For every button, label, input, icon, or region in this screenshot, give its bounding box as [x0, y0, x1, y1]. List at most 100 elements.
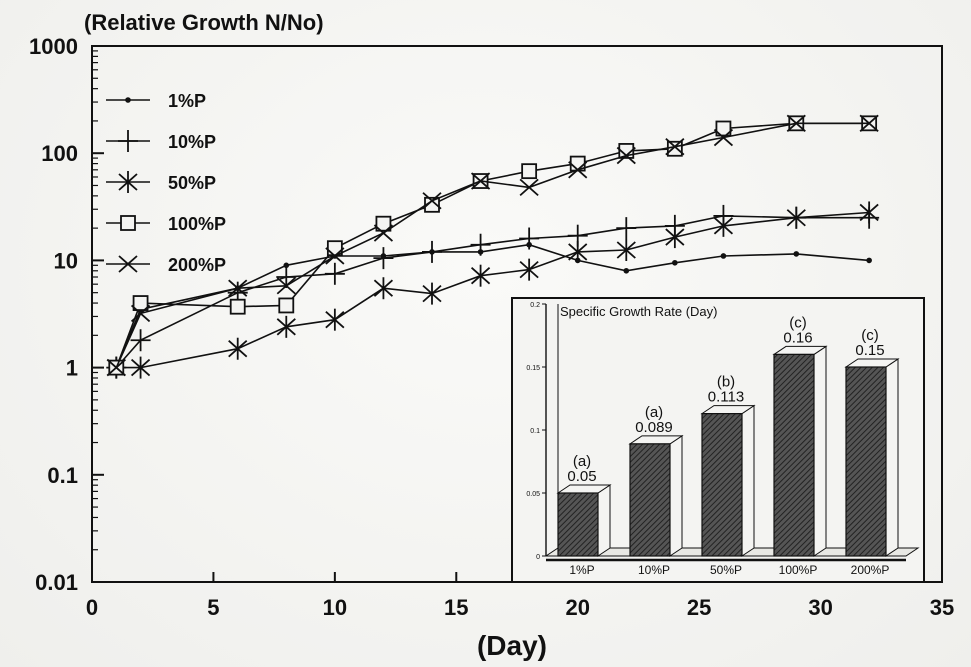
data-point — [283, 262, 290, 269]
data-point — [521, 163, 538, 180]
data-point — [786, 114, 806, 132]
inset-bar: 0.16(c) 100%P — [772, 314, 828, 577]
data-point — [665, 138, 685, 156]
data-point — [470, 264, 491, 287]
inset-y-tick-label: 0.05 — [526, 491, 540, 498]
marker-stroke — [859, 114, 879, 132]
legend-marker — [120, 215, 136, 231]
data-point — [859, 114, 879, 132]
data-point — [130, 304, 151, 323]
marker-stroke — [713, 128, 734, 147]
data-point — [375, 215, 392, 232]
data-point — [106, 358, 126, 377]
bar-group-label: (c) — [861, 327, 879, 344]
x-tick-label: 5 — [207, 595, 219, 620]
bar-group-label: (a) — [645, 404, 663, 421]
x-tick-label: 20 — [565, 595, 589, 620]
x-tick-label: 0 — [86, 595, 98, 620]
y-tick-label: 1 — [66, 356, 78, 381]
bar-side — [669, 434, 683, 557]
marker-stroke — [470, 172, 491, 190]
data-point — [720, 253, 727, 259]
data-point — [324, 262, 345, 285]
legend-marker — [125, 97, 131, 103]
inset-y-tick-label: 0 — [536, 554, 540, 561]
y-axis-title: (Relative Growth N/No) — [84, 10, 324, 35]
data-point — [470, 233, 491, 256]
data-point — [229, 298, 246, 315]
bar-front — [845, 366, 887, 557]
data-point — [276, 277, 296, 295]
data-point — [519, 258, 539, 281]
inset-bar-chart: Specific Growth Rate (Day)00.050.10.150.… — [511, 297, 925, 583]
data-point — [665, 226, 685, 249]
legend-label: 1%P — [168, 91, 206, 111]
data-point — [672, 259, 678, 266]
data-point — [228, 279, 248, 297]
data-point — [713, 214, 734, 237]
legend-label: 100%P — [168, 214, 226, 234]
data-point — [519, 178, 539, 197]
data-point — [519, 227, 540, 250]
legend: 1%P 10%P 50%P 100%P 200%P — [106, 91, 226, 275]
inset-bar: 0.05(a) 1%P — [556, 453, 612, 577]
bar-value-label: 0.16 — [783, 329, 812, 346]
y-tick-label: 10 — [54, 248, 78, 273]
bar-value-label: 0.05 — [567, 468, 596, 485]
main-plot: 0.01 0.1 1 10 100 1000 0 5 10 15 20 25 30 35 (Relative… — [29, 10, 954, 661]
marker-stroke — [568, 161, 588, 179]
marker-stroke — [276, 277, 296, 295]
marker-stroke — [118, 255, 138, 273]
legend-marker — [118, 171, 138, 193]
series-50%P — [106, 201, 879, 379]
inset-y-tick-label: 0.1 — [530, 428, 540, 435]
bar-side — [885, 358, 899, 557]
bar-front — [773, 353, 815, 557]
bar-category-label: 1%P — [569, 563, 594, 577]
data-point — [866, 257, 872, 264]
data-point — [793, 251, 800, 257]
x-tick-label: 15 — [444, 595, 468, 620]
data-point — [422, 282, 442, 305]
data-point — [786, 206, 806, 229]
legend-label: 50%P — [168, 173, 216, 193]
data-point — [568, 240, 588, 263]
x-tick-label: 10 — [323, 595, 347, 620]
bar-category-label: 100%P — [779, 563, 818, 577]
marker-stroke — [786, 114, 806, 132]
bar-value-label: 0.089 — [635, 419, 673, 436]
data-point — [470, 172, 491, 190]
data-point — [616, 217, 637, 240]
y-tick-label: 100 — [41, 141, 78, 166]
data-point — [568, 161, 588, 179]
bar-group-label: (b) — [717, 374, 735, 391]
data-point — [276, 315, 296, 338]
legend-marker — [118, 130, 138, 152]
inset-title: Specific Growth Rate (Day) — [560, 304, 718, 319]
y-tick-label: 0.01 — [35, 570, 78, 595]
y-tick-label: 1000 — [29, 34, 78, 59]
marker-stroke — [106, 358, 126, 377]
marker-stroke — [519, 178, 539, 197]
data-point — [325, 308, 345, 331]
x-tick-label: 35 — [930, 595, 954, 620]
inset-bar: 0.15(c) 200%P — [844, 327, 900, 577]
marker-stroke — [228, 279, 248, 297]
bar-front — [557, 492, 599, 557]
data-point — [422, 240, 442, 263]
legend-label: 10%P — [168, 132, 216, 152]
inset-bar: 0.113(b) 50%P — [700, 374, 756, 577]
bar-value-label: 0.15 — [855, 342, 884, 359]
bar-front — [701, 413, 743, 557]
bar-front — [629, 443, 671, 557]
data-point — [278, 297, 295, 314]
bar-value-label: 0.113 — [708, 389, 744, 406]
inset-y-tick-label: 0.2 — [530, 302, 540, 309]
bar-side — [597, 484, 611, 557]
data-point — [132, 295, 149, 311]
legend-marker — [118, 255, 138, 273]
bar-side — [813, 345, 827, 557]
marker-stroke — [130, 304, 151, 323]
